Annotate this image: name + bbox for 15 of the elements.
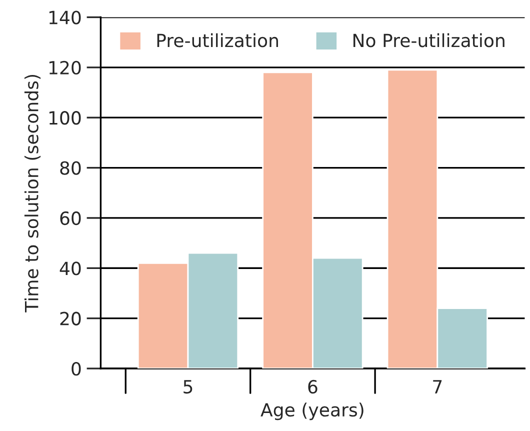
y-tick-label: 100	[49, 111, 81, 125]
y-tick-label: 40	[60, 262, 81, 276]
y-tick-label: 20	[60, 312, 81, 326]
legend-label: No Pre-utilization	[353, 33, 504, 48]
x-tick-label: 6	[308, 380, 318, 394]
y-axis-title: Time to solution (seconds)	[24, 74, 41, 312]
y-tick-label: 120	[49, 60, 81, 75]
y-tick-label: 80	[60, 161, 81, 175]
y-tick-label: 0	[72, 362, 81, 376]
y-tick-label: 60	[60, 211, 81, 226]
x-tick-label: 5	[184, 380, 192, 394]
x-axis-title: Age (years)	[260, 402, 364, 420]
y-tick-label: 140	[49, 10, 81, 24]
legend-label: Pre-utilization	[157, 33, 278, 48]
x-tick-label: 7	[433, 380, 442, 394]
